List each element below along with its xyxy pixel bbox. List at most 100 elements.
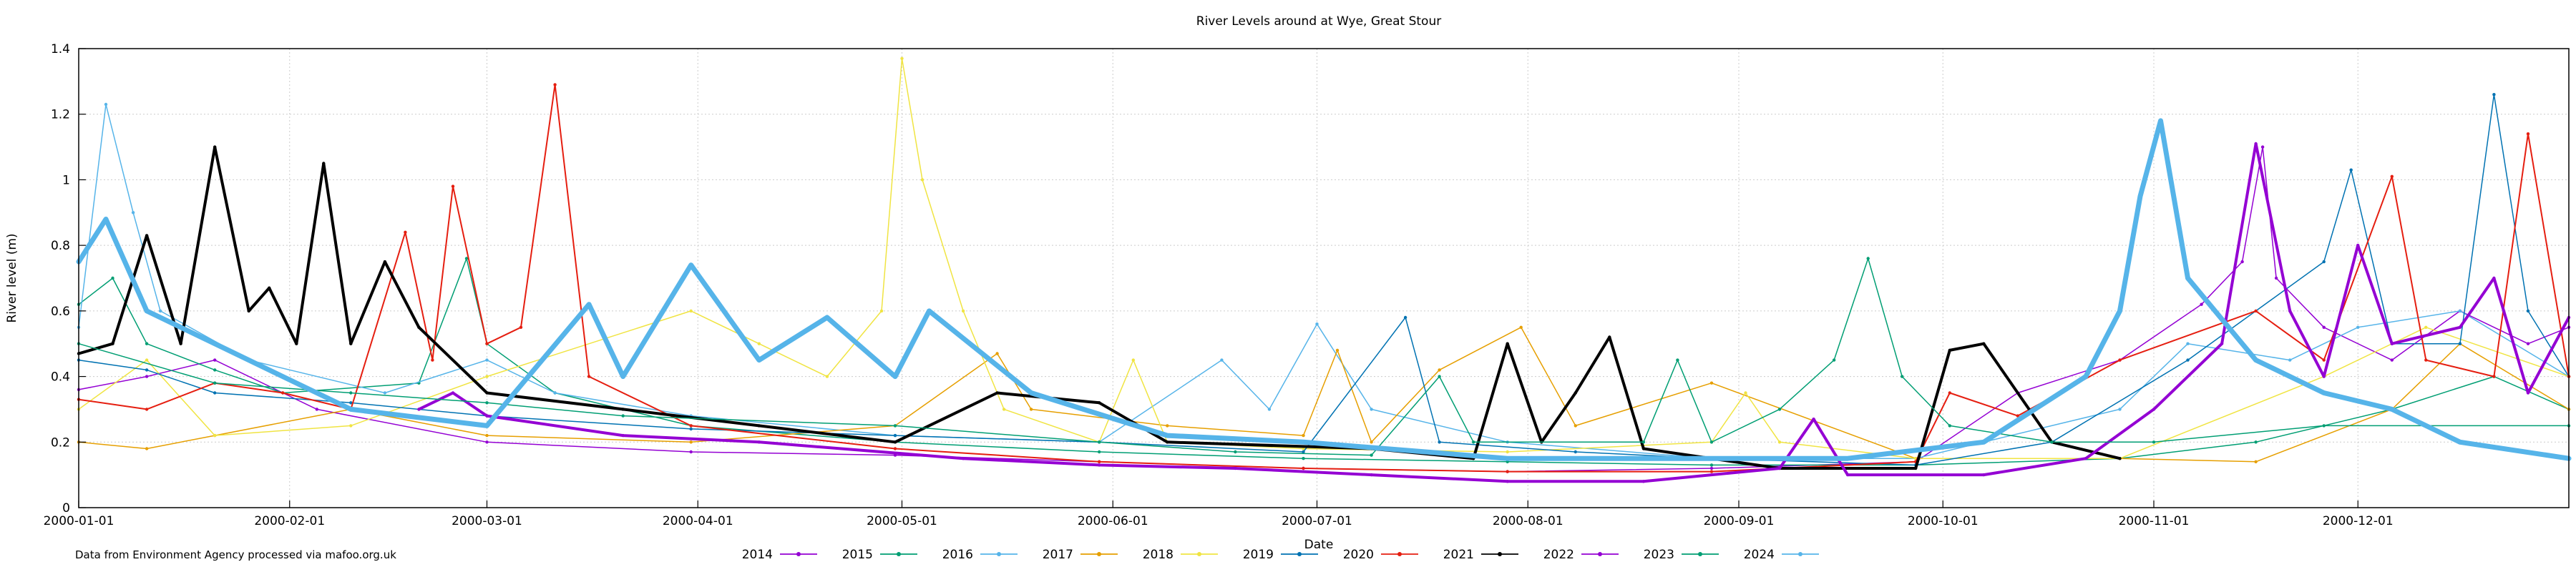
- data-point-2016: [131, 211, 135, 214]
- data-point-2021: [1098, 401, 1101, 405]
- data-point-2016: [1370, 408, 1373, 411]
- data-point-2022: [1641, 480, 1646, 483]
- x-tick-label: 2000-12-01: [2323, 514, 2394, 528]
- data-point-2022: [485, 414, 489, 418]
- data-point-2017: [1438, 368, 1441, 372]
- data-point-2014: [2274, 276, 2278, 280]
- data-point-2017: [485, 433, 489, 438]
- data-point-2018: [900, 56, 904, 61]
- legend-marker-2020: [1397, 552, 1402, 556]
- x-tick-label: 2000-11-01: [2119, 514, 2190, 528]
- data-point-2022: [1234, 466, 1237, 470]
- y-axis: 0 0.2 0.4 0.6 0.8 1 1.2 1.4: [51, 42, 86, 516]
- legend-label-2017: 2017: [1043, 548, 1073, 562]
- data-point-2024: [2390, 408, 2394, 411]
- data-point-2022: [451, 391, 455, 395]
- data-point-2020: [519, 325, 523, 329]
- data-point-2020: [1506, 470, 1509, 473]
- data-point-2023: [1901, 375, 1904, 378]
- data-point-2018: [2424, 325, 2428, 329]
- data-point-2017: [1519, 325, 1523, 329]
- data-point-2017: [2254, 460, 2258, 463]
- data-point-2024: [587, 302, 591, 306]
- legend-label-2015: 2015: [842, 548, 873, 562]
- data-point-2016: [553, 391, 557, 395]
- legend-label-2022: 2022: [1543, 548, 1574, 562]
- x-tick-label: 2000-07-01: [1282, 514, 1352, 528]
- data-point-2021: [145, 234, 149, 237]
- data-point-2022: [1845, 473, 1850, 477]
- legend-marker-2021: [1498, 552, 1502, 556]
- data-point-2016: [2118, 408, 2122, 411]
- data-point-2014: [2526, 342, 2530, 345]
- data-point-2023: [349, 391, 353, 395]
- data-point-2018: [825, 375, 829, 378]
- data-point-2023: [1472, 440, 1475, 444]
- data-point-2017: [995, 352, 999, 355]
- data-point-2023: [1438, 375, 1441, 378]
- data-point-2023: [2322, 424, 2326, 428]
- data-point-2018: [1744, 391, 1747, 395]
- data-point-2014: [2200, 302, 2203, 306]
- data-point-2014: [1709, 466, 1714, 470]
- series-group: [76, 56, 2572, 483]
- y-axis-label: River level (m): [5, 233, 19, 322]
- data-point-2021: [295, 342, 298, 345]
- legend-marker-2022: [1598, 552, 1602, 556]
- data-point-2015: [464, 257, 469, 260]
- data-point-2017: [1335, 348, 1340, 352]
- data-point-2020: [1948, 391, 1951, 395]
- data-point-2015: [111, 276, 114, 280]
- data-point-2023: [213, 381, 217, 385]
- data-point-2021: [1948, 348, 1951, 352]
- data-point-2024: [1709, 457, 1714, 460]
- data-point-2016: [1220, 358, 1224, 362]
- data-point-2016: [2458, 309, 2462, 313]
- data-point-2021: [213, 145, 217, 149]
- data-point-2021: [1574, 391, 1577, 395]
- data-point-2022: [1370, 473, 1373, 477]
- data-point-2020: [2254, 309, 2258, 313]
- data-point-2024: [2458, 440, 2462, 444]
- data-point-2014: [2322, 325, 2326, 329]
- data-point-2021: [322, 162, 326, 165]
- data-point-2023: [1709, 440, 1714, 444]
- data-point-2022: [2322, 375, 2326, 378]
- data-point-2020: [1709, 470, 1714, 473]
- data-point-2015: [2254, 440, 2258, 444]
- data-point-2020: [2492, 375, 2496, 378]
- data-point-2022: [2390, 342, 2394, 345]
- x-tick-label: 2000-05-01: [867, 514, 937, 528]
- data-point-2020: [404, 230, 407, 234]
- data-point-2021: [179, 342, 182, 345]
- data-point-2021: [1608, 335, 1611, 339]
- data-point-2018: [689, 309, 693, 313]
- data-point-2024: [2159, 119, 2162, 123]
- data-point-2014: [485, 440, 489, 444]
- data-point-2017: [1574, 424, 1577, 428]
- data-point-2018: [485, 375, 489, 378]
- data-point-2017: [1370, 440, 1373, 444]
- data-point-2018: [961, 309, 965, 313]
- data-point-2020: [431, 358, 434, 362]
- data-point-2019: [349, 401, 353, 405]
- data-point-2023: [1832, 358, 1836, 362]
- data-point-2020: [2016, 414, 2019, 418]
- data-point-2023: [1777, 408, 1782, 411]
- data-point-2014: [2390, 358, 2394, 362]
- data-point-2016: [485, 358, 489, 362]
- y-tick-label: 0.8: [51, 239, 70, 253]
- data-point-2021: [1641, 447, 1646, 450]
- data-point-2019: [2526, 309, 2530, 313]
- data-point-2018: [757, 342, 761, 345]
- data-point-2024: [281, 375, 285, 378]
- data-point-2019: [2322, 260, 2326, 264]
- data-point-2022: [1098, 463, 1101, 467]
- data-point-2016: [158, 309, 162, 313]
- y-tick-label: 1.4: [51, 42, 70, 56]
- data-point-2018: [1506, 450, 1509, 454]
- data-point-2023: [1948, 424, 1951, 428]
- data-point-2019: [2458, 342, 2462, 345]
- data-point-2020: [2118, 358, 2122, 362]
- data-point-2024: [1166, 433, 1169, 438]
